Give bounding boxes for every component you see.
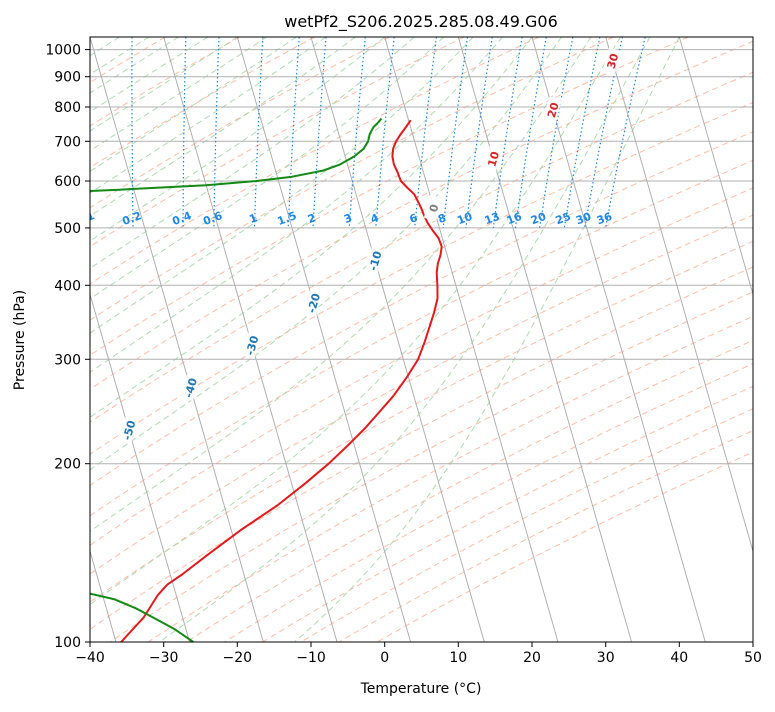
y-tick-label: 600 [54,174,81,190]
x-tick-label: 20 [523,650,541,666]
chart-title: wetPf2_S206.2025.285.08.49.G06 [284,12,558,32]
x-tick-label: 0 [380,650,389,666]
x-tick-label: −20 [223,650,253,666]
y-tick-label: 200 [54,457,81,473]
x-tick-label: −30 [149,650,179,666]
y-tick-label: 400 [54,278,81,294]
y-tick-label: 500 [54,221,81,237]
x-tick-label: 10 [449,650,467,666]
x-tick-label: 40 [670,650,688,666]
x-axis-label: Temperature (°C) [360,681,482,697]
y-tick-label: 700 [54,134,81,150]
y-tick-label: 800 [54,100,81,116]
y-tick-label: 1000 [45,43,81,59]
y-tick-label: 300 [54,352,81,368]
x-tick-label: −40 [75,650,105,666]
y-axis-label: Pressure (hPa) [12,290,28,390]
y-tick-label: 100 [54,635,81,651]
x-tick-label: 50 [744,650,762,666]
x-tick-label: −10 [296,650,326,666]
x-tick-label: 30 [597,650,615,666]
y-tick-label: 900 [54,70,81,86]
